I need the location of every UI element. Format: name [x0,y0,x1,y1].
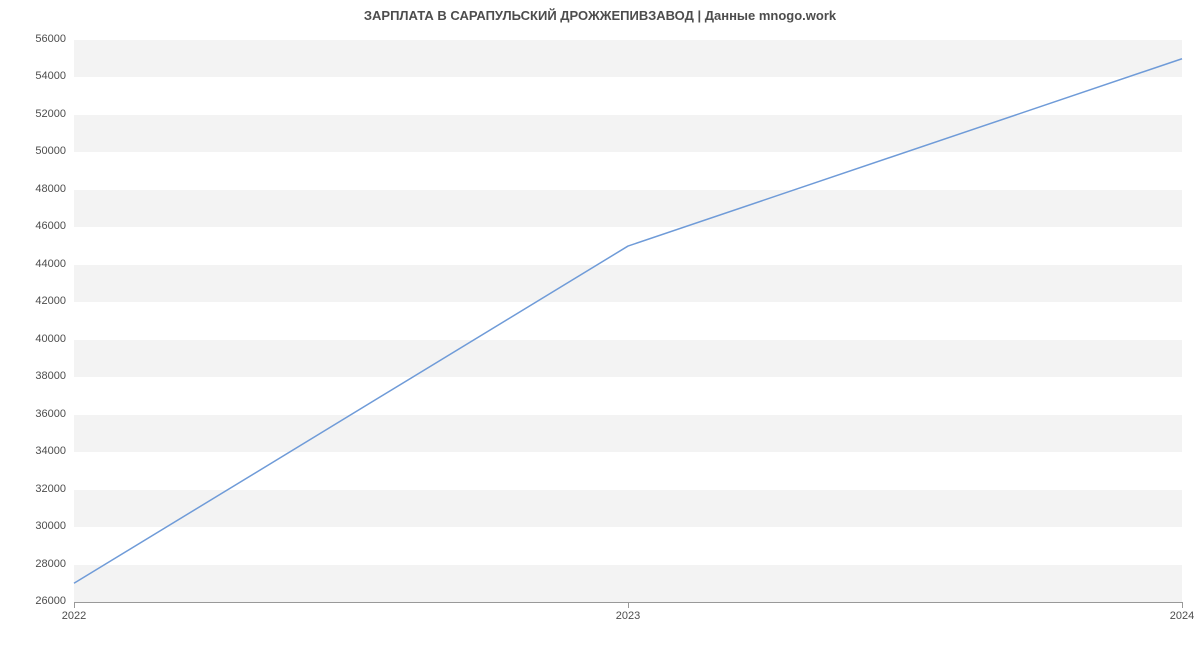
series-line [74,40,1182,602]
y-tick-label: 44000 [0,258,66,270]
x-tick-label: 2024 [1170,610,1194,622]
chart-container: 26000 28000 30000 32000 34000 36000 38000 40000… [0,0,1200,650]
y-tick-label: 54000 [0,70,66,82]
x-tick-mark [1182,602,1183,608]
x-axis-line [74,602,1182,603]
y-tick-label: 34000 [0,445,66,457]
plot-area [74,40,1182,602]
y-tick-label: 52000 [0,108,66,120]
y-tick-label: 40000 [0,333,66,345]
y-tick-label: 26000 [0,595,66,607]
y-tick-label: 36000 [0,408,66,420]
y-tick-label: 30000 [0,520,66,532]
y-tick-label: 32000 [0,483,66,495]
y-tick-label: 28000 [0,558,66,570]
y-tick-label: 56000 [0,33,66,45]
y-tick-label: 46000 [0,220,66,232]
y-tick-label: 50000 [0,145,66,157]
y-tick-label: 42000 [0,295,66,307]
y-tick-label: 48000 [0,183,66,195]
x-tick-label: 2022 [62,610,86,622]
y-tick-label: 38000 [0,370,66,382]
x-tick-label: 2023 [616,610,640,622]
